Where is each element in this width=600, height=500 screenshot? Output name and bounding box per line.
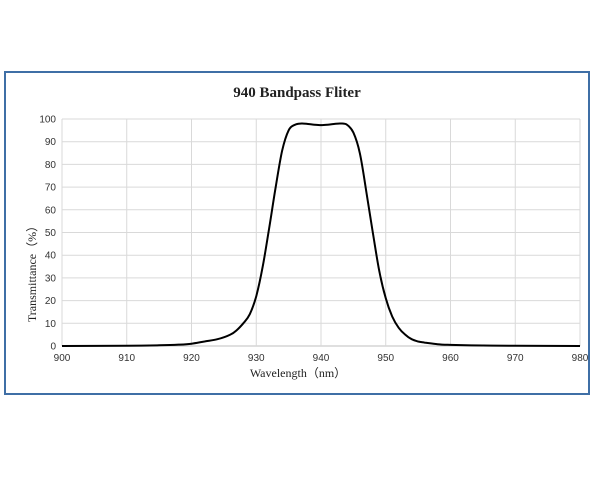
transmittance-chart: 940 Bandpass Fliter 0 10 20 30 40 50 60 70 80 90 1… <box>25 85 588 380</box>
y-tick-label: 0 <box>50 342 56 353</box>
x-axis-label: Wavelength（nm） <box>250 366 346 380</box>
y-axis-label: Transmittance（%） <box>25 220 39 322</box>
x-tick-label: 900 <box>54 353 71 364</box>
x-tick-label: 940 <box>313 353 330 364</box>
y-tick-label: 50 <box>45 228 57 239</box>
y-tick-label: 70 <box>45 183 57 194</box>
tick-layer: 0 10 20 30 40 50 60 70 80 90 100 900 910 920 930 940 950… <box>39 115 588 365</box>
x-tick-label: 920 <box>183 353 200 364</box>
x-tick-label: 970 <box>507 353 524 364</box>
x-tick-label: 980 <box>572 353 588 364</box>
y-tick-label: 100 <box>39 115 56 126</box>
y-tick-label: 20 <box>45 296 57 307</box>
y-tick-label: 10 <box>45 319 57 330</box>
grid-layer <box>61 118 581 347</box>
y-tick-label: 60 <box>45 205 57 216</box>
y-tick-label: 90 <box>45 137 57 148</box>
x-tick-label: 950 <box>377 353 394 364</box>
y-tick-label: 80 <box>45 160 57 171</box>
chart-title: 940 Bandpass Fliter <box>233 85 361 101</box>
x-tick-label: 930 <box>248 353 265 364</box>
chart-frame: 940 Bandpass Fliter 0 10 20 30 40 50 60 70 80 90 1… <box>4 71 590 395</box>
transmittance-curve <box>61 122 581 347</box>
x-tick-label: 910 <box>118 353 135 364</box>
y-tick-label: 40 <box>45 251 57 262</box>
y-tick-label: 30 <box>45 273 57 284</box>
x-tick-label: 960 <box>442 353 459 364</box>
